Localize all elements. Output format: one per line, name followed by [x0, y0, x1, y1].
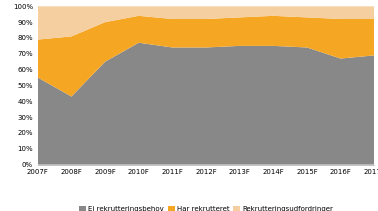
Legend: Ej rekrutteringsbehov, Har rekrutteret, Rekrutteringsudfordringer: Ej rekrutteringsbehov, Har rekrutteret, …	[76, 203, 336, 211]
